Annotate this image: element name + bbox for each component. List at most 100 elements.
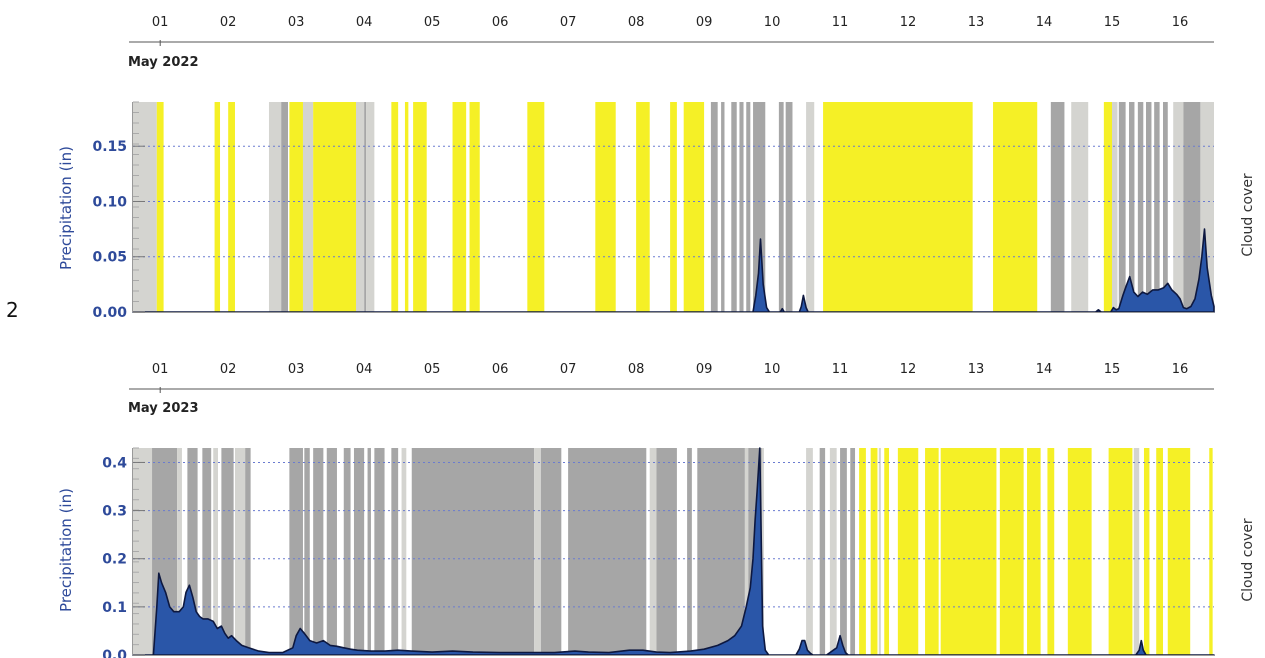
cloud-cover-band bbox=[413, 102, 427, 312]
day-axis: 01 02 03 04 05 06 07 08 09 10 11 12 13 14 15 16 bbox=[129, 15, 1214, 46]
day-tick-label: 14 bbox=[1036, 362, 1053, 377]
cloud-cover-band bbox=[1137, 102, 1144, 312]
day-tick-label: 03 bbox=[288, 15, 305, 30]
day-tick-label: 10 bbox=[764, 15, 781, 30]
day-tick-label: 03 bbox=[288, 362, 305, 377]
day-tick-label: 14 bbox=[1036, 15, 1053, 30]
day-tick-label: 04 bbox=[356, 362, 373, 377]
cloud-cover-band bbox=[355, 102, 365, 312]
y-tick-label: 0.15 bbox=[92, 139, 127, 155]
right-axis-label: Cloud cover bbox=[1240, 518, 1256, 602]
cloud-cover-band bbox=[739, 102, 744, 312]
day-tick-label: 13 bbox=[968, 15, 985, 30]
cloud-cover-band bbox=[656, 448, 677, 655]
day-tick-label: 11 bbox=[832, 15, 849, 30]
cloud-cover-band bbox=[202, 448, 212, 655]
cloud-cover-band bbox=[1143, 448, 1150, 655]
cloud-cover-band bbox=[829, 448, 837, 655]
cloud-cover-band bbox=[884, 448, 890, 655]
day-tick-label: 08 bbox=[628, 15, 645, 30]
y-tick-label: 0.2 bbox=[102, 552, 127, 568]
cloud-cover-band bbox=[1129, 102, 1135, 312]
cloud-cover-band bbox=[391, 448, 399, 655]
cloud-cover-band bbox=[595, 102, 616, 312]
cloud-cover-band bbox=[268, 102, 282, 312]
cloud-cover-band bbox=[870, 448, 878, 655]
day-tick-label: 12 bbox=[900, 362, 917, 377]
cloud-cover-band bbox=[1156, 448, 1164, 655]
cloud-cover-band bbox=[534, 448, 541, 655]
day-tick-label: 16 bbox=[1172, 362, 1189, 377]
chart-panel-may-2022: 01 02 03 04 05 06 07 08 09 10 11 12 13 14 15 16 May 202… bbox=[57, 15, 1256, 321]
cloud-cover-band bbox=[636, 102, 650, 312]
cloud-cover-band bbox=[326, 448, 337, 655]
cloud-cover-band bbox=[245, 448, 251, 655]
day-tick-label: 04 bbox=[356, 15, 373, 30]
cloud-cover-band bbox=[840, 448, 847, 655]
cloud-cover-band bbox=[1163, 102, 1168, 312]
cloud-cover-band bbox=[289, 448, 303, 655]
cloud-cover-band bbox=[304, 448, 310, 655]
cloud-cover-band bbox=[1118, 102, 1126, 312]
precipitation-area bbox=[132, 447, 1215, 656]
cloud-cover-band bbox=[540, 448, 562, 655]
day-tick-label: 13 bbox=[968, 362, 985, 377]
cloud-cover-band bbox=[527, 102, 545, 312]
cloud-cover-band bbox=[731, 102, 737, 312]
day-tick-label: 12 bbox=[900, 15, 917, 30]
cloud-cover-band bbox=[823, 102, 973, 312]
cloud-cover-band bbox=[683, 102, 705, 312]
y-axis: 0.00 0.05 0.10 0.15 bbox=[92, 101, 1214, 321]
cloud-cover-band bbox=[213, 448, 218, 655]
y-tick-label: 0.05 bbox=[92, 250, 127, 266]
day-tick-label: 05 bbox=[424, 362, 441, 377]
cloud-cover-band bbox=[234, 448, 246, 655]
cloud-cover-band bbox=[411, 448, 535, 655]
cloud-cover-band bbox=[721, 102, 725, 312]
day-tick-label: 10 bbox=[764, 362, 781, 377]
right-axis-label: Cloud cover bbox=[1240, 173, 1256, 257]
cloud-cover-band bbox=[313, 102, 356, 312]
day-tick-label: 15 bbox=[1104, 15, 1121, 30]
day-axis: 01 02 03 04 05 06 07 08 09 10 11 12 13 14 15 16 bbox=[129, 362, 1214, 393]
y-axis: 0.0 0.1 0.2 0.3 0.4 bbox=[102, 447, 1214, 658]
cloud-cover-band bbox=[859, 448, 866, 655]
cloud-cover-band bbox=[367, 448, 371, 655]
day-tick-label: 01 bbox=[152, 15, 169, 30]
cloud-cover-band bbox=[1112, 102, 1118, 312]
day-tick-label: 02 bbox=[220, 362, 237, 377]
cloud-cover-band bbox=[697, 448, 745, 655]
cloud-cover-band bbox=[1050, 102, 1065, 312]
cloud-cover-band bbox=[993, 102, 1038, 312]
cloud-cover-band bbox=[401, 448, 407, 655]
cloud-cover-band bbox=[746, 102, 751, 312]
cloud-cover-band bbox=[568, 448, 647, 655]
cloud-cover-band bbox=[214, 102, 221, 312]
cloud-cover-band bbox=[710, 102, 718, 312]
cloud-cover-band bbox=[925, 448, 939, 655]
cloud-cover-band bbox=[1183, 102, 1201, 312]
day-tick-label: 15 bbox=[1104, 362, 1121, 377]
cloud-cover-band bbox=[187, 448, 198, 655]
cloud-cover-band bbox=[313, 448, 324, 655]
cloud-cover-band bbox=[391, 102, 399, 312]
cloud-cover-band bbox=[806, 102, 815, 312]
cloud-cover-band bbox=[1209, 448, 1213, 655]
y-axis-label: Precipitation (in) bbox=[57, 488, 75, 612]
cloud-cover-band bbox=[819, 448, 826, 655]
day-tick-label: 06 bbox=[492, 362, 509, 377]
month-label: May 2023 bbox=[128, 401, 199, 416]
cloud-cover-band bbox=[1071, 102, 1089, 312]
day-tick-label: 11 bbox=[832, 362, 849, 377]
cloud-cover-band bbox=[1047, 448, 1055, 655]
y-tick-label: 0.10 bbox=[92, 194, 127, 210]
day-tick-label: 06 bbox=[492, 15, 509, 30]
day-tick-label: 05 bbox=[424, 15, 441, 30]
cloud-cover-band bbox=[1154, 102, 1160, 312]
day-tick-label: 07 bbox=[560, 362, 577, 377]
cloud-cover-band bbox=[940, 448, 997, 655]
cloud-cover-band bbox=[850, 448, 856, 655]
cloud-cover-band bbox=[1067, 448, 1092, 655]
y-axis-label: Precipitation (in) bbox=[57, 146, 75, 270]
